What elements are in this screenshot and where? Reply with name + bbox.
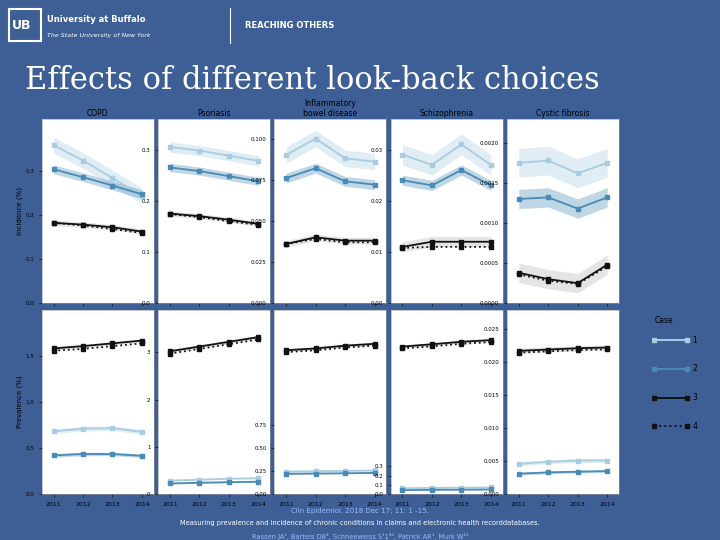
Title: COPD: COPD bbox=[87, 109, 109, 118]
Y-axis label: Incidence (%): Incidence (%) bbox=[16, 187, 22, 235]
Bar bbox=[9, 9, 41, 41]
Title: Cystic fibrosis: Cystic fibrosis bbox=[536, 109, 590, 118]
Text: Clin Epidemiol. 2018 Dec 17; 11: 1 -15.: Clin Epidemiol. 2018 Dec 17; 11: 1 -15. bbox=[291, 508, 429, 514]
Text: 4: 4 bbox=[693, 422, 698, 431]
Text: 1: 1 bbox=[693, 336, 698, 345]
Text: Effects of different look-back choices: Effects of different look-back choices bbox=[25, 64, 600, 96]
Text: Measuring prevalence and incidence of chronic conditions in claims and electroni: Measuring prevalence and incidence of ch… bbox=[180, 519, 540, 526]
Text: UB: UB bbox=[12, 18, 32, 32]
Text: Case: Case bbox=[655, 316, 674, 325]
Text: University at Buffalo: University at Buffalo bbox=[47, 15, 145, 24]
Text: Rassen JA¹, Bartels DB², Schneeweiss S¹1³⁴, Patrick AR¹, Murk W¹⁵: Rassen JA¹, Bartels DB², Schneeweiss S¹1… bbox=[252, 532, 468, 539]
Title: Schizophrenia: Schizophrenia bbox=[420, 109, 474, 118]
Text: REACHING OTHERS: REACHING OTHERS bbox=[245, 21, 334, 30]
Text: 2: 2 bbox=[693, 364, 698, 373]
Title: Inflammatory
bowel disease: Inflammatory bowel disease bbox=[303, 99, 357, 118]
Y-axis label: Prevalence (%): Prevalence (%) bbox=[16, 376, 22, 428]
Text: 3: 3 bbox=[693, 393, 698, 402]
Text: The State University of New York: The State University of New York bbox=[47, 32, 150, 38]
Title: Psoriasis: Psoriasis bbox=[197, 109, 231, 118]
